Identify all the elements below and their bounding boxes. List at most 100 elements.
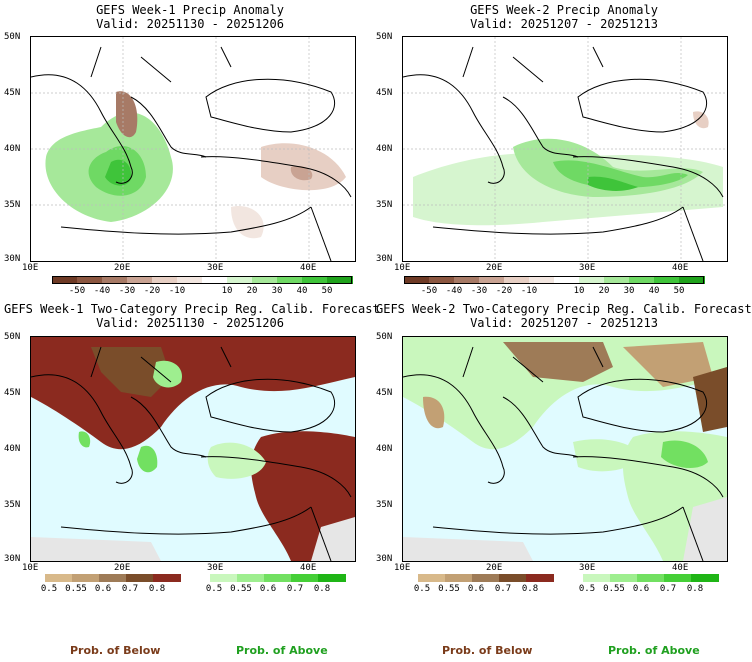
colorbar-tick-label: 0.6: [467, 584, 485, 594]
colorbar-swatch: [126, 574, 154, 582]
panel2-map: [402, 36, 728, 262]
panel2-colorbar: -50 -40 -30 -20 -10 10 20 30 40 50: [404, 276, 705, 298]
panel4-below-colorbar: 0.5 0.55 0.6 0.7 0.8: [414, 574, 554, 596]
panel2-lat-30: 30N: [376, 254, 393, 264]
colorbar-tick-label: 10: [221, 286, 233, 296]
panel4-above-east-core: [661, 440, 708, 469]
colorbar-swatch: [177, 276, 203, 284]
colorbar-swatch: [604, 276, 630, 284]
colorbar-swatch: [291, 574, 319, 582]
panel4-lon-40: 40E: [672, 563, 689, 573]
colorbar-tick-label: 50: [673, 286, 685, 296]
colorbar-tick-label: -50: [420, 286, 438, 296]
colorbar-tick-label: -30: [470, 286, 488, 296]
colorbar-tick-label: 0.5: [413, 584, 431, 594]
panel4-below-ukraine: [623, 342, 713, 387]
panel2-coastlines: [403, 46, 724, 261]
panel4-lon-30: 30E: [579, 563, 596, 573]
colorbar-tick-label: -30: [118, 286, 136, 296]
panel3-map-svg: [31, 337, 355, 561]
panel2-map-svg: [403, 37, 727, 261]
panel1-lat-40: 40N: [4, 144, 21, 154]
colorbar-swatch: [445, 574, 473, 582]
panel4-lat-35: 35N: [376, 500, 393, 510]
panel3-title: GEFS Week-1 Two-Category Precip Reg. Cal…: [4, 302, 380, 316]
panel4-valid: Valid: 20251207 - 20251213: [470, 316, 658, 330]
colorbar-tick-label: 20: [598, 286, 610, 296]
panel3-lat-35: 35N: [4, 500, 21, 510]
panel3-lon-40: 40E: [300, 563, 317, 573]
panel3-nodata-south: [31, 537, 161, 561]
colorbar-tick-label: 0.5: [40, 584, 58, 594]
colorbar-tick-label: 0.7: [286, 584, 304, 594]
colorbar-tick-label: 0.55: [65, 584, 87, 594]
colorbar-tick-label: 0.8: [313, 584, 331, 594]
panel2-wet-peak: [588, 176, 638, 191]
panel2-lat-35: 35N: [376, 200, 393, 210]
panel1-lon-30: 30E: [207, 263, 224, 273]
panel1-title: GEFS Week-1 Precip Anomaly: [96, 3, 284, 17]
colorbar-tick-label: -10: [520, 286, 538, 296]
colorbar-tick-label: 0.6: [632, 584, 650, 594]
panel4-above-anatolia: [573, 439, 643, 472]
colorbar-swatch: [153, 574, 181, 582]
panel4-nodata-south: [403, 537, 533, 561]
colorbar-swatch: [277, 276, 303, 284]
panel3-below-colorbar: 0.5 0.55 0.6 0.7 0.8: [41, 574, 181, 596]
panel1-lat-35: 35N: [4, 200, 21, 210]
colorbar-swatch: [637, 574, 665, 582]
panel1-lon-10: 10E: [22, 263, 39, 273]
colorbar-swatch: [610, 574, 638, 582]
colorbar-swatch: [202, 276, 228, 284]
panel2-lon-10: 10E: [394, 263, 411, 273]
colorbar-swatch: [429, 276, 455, 284]
panel1-dry-balkans: [116, 91, 138, 138]
colorbar-tick-label: 0.55: [230, 584, 252, 594]
panel4-coastlines: [403, 346, 724, 561]
colorbar-tick-label: 0.5: [205, 584, 223, 594]
panel4-lat-30: 30N: [376, 554, 393, 564]
panel3-lat-30: 30N: [4, 554, 21, 564]
colorbar-swatch: [52, 276, 78, 284]
colorbar-tick-label: -10: [168, 286, 186, 296]
colorbar-swatch: [454, 276, 480, 284]
panel3-lon-30: 30E: [207, 563, 224, 573]
colorbar-tick-label: 40: [648, 286, 660, 296]
colorbar-tick-label: 40: [296, 286, 308, 296]
colorbar-swatch: [404, 276, 430, 284]
panel2-dry-patch: [693, 111, 709, 129]
colorbar-tick-label: 0.8: [686, 584, 704, 594]
colorbar-tick-label: -20: [143, 286, 161, 296]
colorbar-swatch: [302, 276, 328, 284]
panel1-grid: [31, 37, 355, 261]
panel1-lon-40: 40E: [300, 263, 317, 273]
colorbar-tick-label: 0.6: [94, 584, 112, 594]
colorbar-swatch: [654, 276, 680, 284]
panel4-above-colorbar: 0.5 0.55 0.6 0.7 0.8: [579, 574, 719, 596]
colorbar-tick-label: 20: [246, 286, 258, 296]
colorbar-swatch: [499, 574, 527, 582]
panel1-dry-levant: [231, 206, 264, 239]
panel4-legend-below: Prob. of Below: [442, 644, 533, 657]
colorbar-swatch: [127, 276, 153, 284]
panel3-above-carpathian: [153, 360, 182, 388]
panel3-lat-50: 50N: [4, 332, 21, 342]
colorbar-tick-label: 0.8: [521, 584, 539, 594]
panel3-valid: Valid: 20251130 - 20251206: [96, 316, 284, 330]
colorbar-tick-label: 50: [321, 286, 333, 296]
colorbar-swatch: [664, 574, 692, 582]
panel4-nodata-se: [683, 497, 727, 561]
colorbar-swatch: [418, 574, 446, 582]
panel2-grid: [403, 37, 727, 261]
colorbar-tick-label: -40: [445, 286, 463, 296]
panel1-lat-45: 45N: [4, 88, 21, 98]
colorbar-swatch: [99, 574, 127, 582]
colorbar-swatch: [77, 276, 103, 284]
panel3-map: [30, 336, 356, 562]
panel2-valid: Valid: 20251207 - 20251213: [470, 17, 658, 31]
colorbar-tick-label: 0.6: [259, 584, 277, 594]
panel3-coastlines: [31, 346, 352, 561]
panel3-above-anatolia: [207, 442, 266, 479]
panel1-wet-peak: [105, 159, 132, 186]
panel2-lat-45: 45N: [376, 88, 393, 98]
